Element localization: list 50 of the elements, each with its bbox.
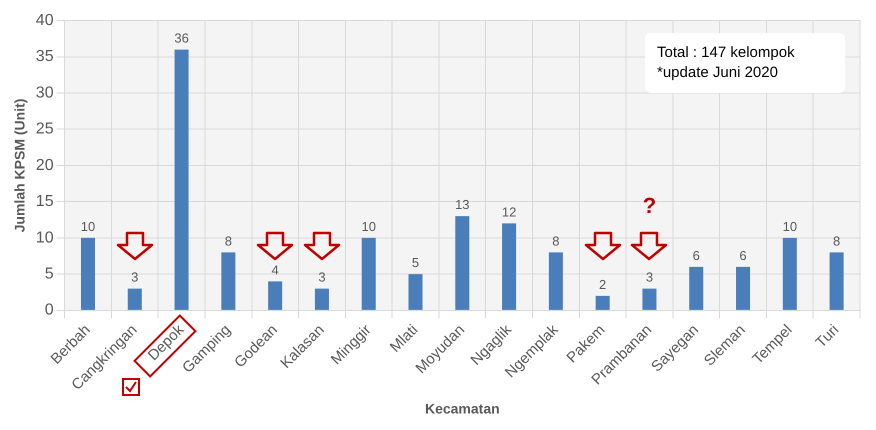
- data-label: 2: [599, 276, 606, 292]
- text-box: Total : 147 kelompok *update Juni 2020: [645, 32, 845, 93]
- bar: [689, 266, 704, 310]
- bar: [830, 252, 844, 310]
- y-tick-label: 30: [36, 84, 54, 102]
- bar: [455, 216, 470, 310]
- data-label: 12: [502, 204, 516, 220]
- data-label: 36: [174, 30, 189, 46]
- data-label: 10: [782, 218, 798, 234]
- bar: [596, 296, 610, 310]
- bar: [268, 281, 282, 310]
- data-label: 13: [455, 197, 470, 212]
- y-axis-title: Jumlah KPSM (Unit): [11, 98, 28, 232]
- y-tick-label: 20: [36, 156, 54, 174]
- data-label: 3: [318, 270, 326, 285]
- data-label: 3: [646, 270, 654, 285]
- data-label: 6: [692, 248, 700, 263]
- bar: [174, 50, 189, 310]
- data-label: 3: [131, 270, 138, 285]
- bar: [221, 252, 236, 310]
- bar: [408, 274, 423, 310]
- y-tick-label: 10: [36, 229, 54, 246]
- bar: [314, 288, 329, 310]
- x-axis-title: Kecamatan: [424, 400, 500, 416]
- data-label: 8: [224, 233, 232, 248]
- annotation: Total : 147 kelompok: [657, 42, 796, 63]
- y-tick-label: 40: [36, 12, 54, 30]
- x-tick-label: Turi: [812, 321, 842, 352]
- y-tick-label: 35: [36, 48, 54, 66]
- data-label: 8: [832, 233, 840, 248]
- data-label: 10: [361, 218, 376, 234]
- bar: [782, 238, 797, 310]
- bar: [362, 238, 376, 310]
- y-tick-label: 15: [36, 193, 54, 210]
- bar: [502, 223, 516, 310]
- bar: [548, 252, 563, 310]
- y-tick-label: 25: [36, 120, 54, 138]
- data-label: 6: [739, 248, 747, 263]
- y-tick-label: 0: [44, 302, 54, 319]
- bar: [128, 288, 142, 310]
- annotation: ?: [642, 192, 658, 219]
- annotation: *update Juni 2020: [657, 62, 779, 83]
- data-label: 5: [412, 255, 420, 270]
- bar: [80, 238, 96, 310]
- data-label: 10: [80, 218, 96, 234]
- data-label: 8: [552, 233, 560, 248]
- bar: [642, 288, 656, 310]
- data-label: 4: [272, 262, 279, 278]
- y-tick-label: 5: [44, 266, 54, 283]
- bar: [736, 266, 750, 310]
